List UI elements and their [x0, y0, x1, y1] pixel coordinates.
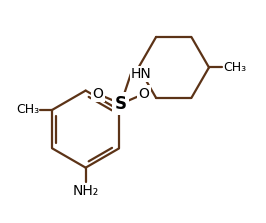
Text: NH₂: NH₂ — [73, 184, 99, 198]
Text: HN: HN — [131, 67, 152, 81]
Text: CH₃: CH₃ — [223, 61, 246, 74]
Text: CH₃: CH₃ — [16, 103, 39, 116]
Text: S: S — [115, 95, 127, 113]
Text: O: O — [139, 87, 149, 101]
Text: O: O — [92, 87, 103, 101]
